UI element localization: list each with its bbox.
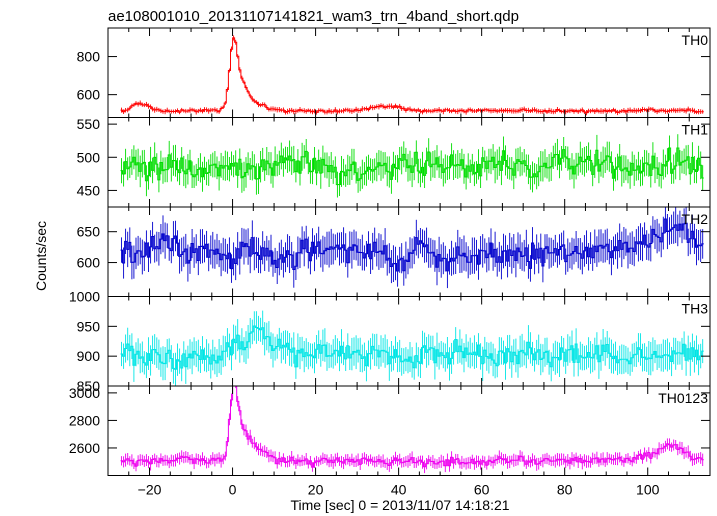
- y-tick-label: 600: [77, 255, 101, 271]
- series-th3: [120, 325, 704, 370]
- x-tick-label: −20: [138, 482, 162, 498]
- y-tick-label: 600: [77, 87, 101, 103]
- panel-th1: 450 500 550 TH1: [77, 116, 711, 208]
- y-axis-label: Counts/sec: [33, 221, 49, 291]
- y-tick-label: 650: [77, 224, 101, 240]
- panel-label: TH2: [682, 211, 709, 227]
- x-tick-label: 80: [557, 482, 573, 498]
- panel-th3: 850 900 950 1000 TH3: [69, 289, 711, 394]
- error-bars-th1: [121, 134, 704, 198]
- panel-th2: 600 650 TH2: [77, 206, 711, 297]
- y-tick-label: 550: [77, 116, 101, 132]
- panel-th0123: 2600 2800 3000 TH0123: [69, 385, 711, 476]
- series-th1: [120, 147, 704, 186]
- y-tick-label: 500: [77, 149, 101, 165]
- y-tick-label: 850: [77, 378, 101, 394]
- series-th0123: [120, 386, 704, 468]
- x-axis-label: Time [sec] 0 = 2013/11/07 14:18:21: [290, 497, 509, 513]
- y-tick-label: 950: [77, 318, 101, 334]
- x-tick-label: 100: [636, 482, 660, 498]
- series-th2: [120, 218, 704, 272]
- x-tick-label: 0: [229, 482, 237, 498]
- y-tick-label: 2600: [69, 440, 100, 456]
- y-tick-label: 800: [77, 49, 101, 65]
- panel-label: TH0123: [658, 390, 708, 406]
- panel-label: TH3: [682, 301, 709, 317]
- y-tick-label: 3000: [69, 385, 100, 401]
- y-tick-label: 450: [77, 182, 101, 198]
- chart-title: ae108001010_20131107141821_wam3_trn_4ban…: [108, 8, 519, 25]
- x-tick-label: 60: [474, 482, 490, 498]
- panel-label: TH1: [682, 122, 709, 138]
- y-tick-label: 2800: [69, 412, 100, 428]
- error-bars-th3: [121, 310, 704, 386]
- panel-label: TH0: [682, 32, 709, 48]
- series-th0: [120, 37, 704, 114]
- panel-frame: [107, 27, 711, 118]
- x-tick-label: 20: [308, 482, 324, 498]
- error-bars-th0: [121, 35, 704, 116]
- x-tick-label: 40: [391, 482, 407, 498]
- y-tick-label: 900: [77, 348, 101, 364]
- panel-th0: 600 800 TH0: [77, 27, 711, 118]
- panel-frame: [107, 385, 711, 476]
- y-tick-label: 1000: [69, 289, 100, 305]
